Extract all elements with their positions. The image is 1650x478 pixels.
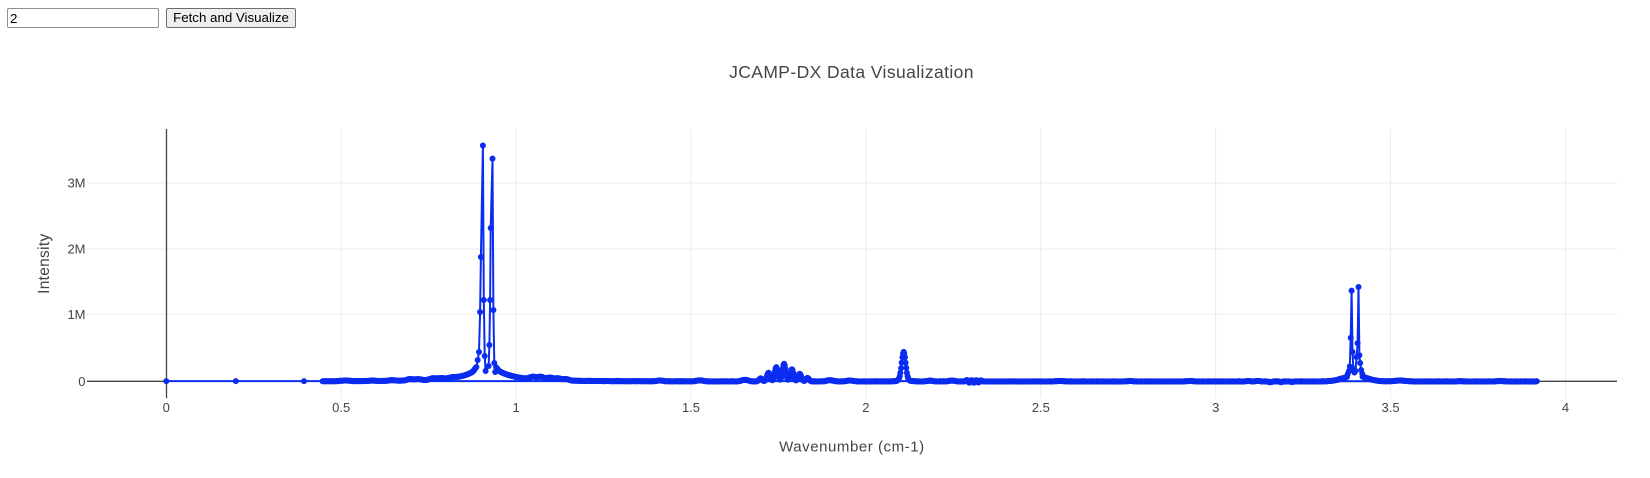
svg-text:4: 4 [1562, 400, 1569, 415]
svg-text:1: 1 [512, 400, 519, 415]
svg-text:0: 0 [163, 400, 170, 415]
svg-text:1M: 1M [67, 307, 85, 322]
svg-text:0: 0 [78, 374, 85, 389]
svg-text:Wavenumber (cm-1): Wavenumber (cm-1) [779, 438, 925, 455]
svg-text:2: 2 [862, 400, 869, 415]
svg-text:JCAMP-DX Data Visualization: JCAMP-DX Data Visualization [729, 62, 974, 82]
svg-text:2M: 2M [67, 242, 85, 257]
svg-text:Intensity: Intensity [36, 233, 53, 293]
svg-text:0.5: 0.5 [332, 400, 350, 415]
svg-text:3M: 3M [67, 176, 85, 191]
svg-text:3.5: 3.5 [1382, 400, 1400, 415]
svg-text:2.5: 2.5 [1032, 400, 1050, 415]
svg-text:3: 3 [1212, 400, 1219, 415]
svg-text:1.5: 1.5 [682, 400, 700, 415]
